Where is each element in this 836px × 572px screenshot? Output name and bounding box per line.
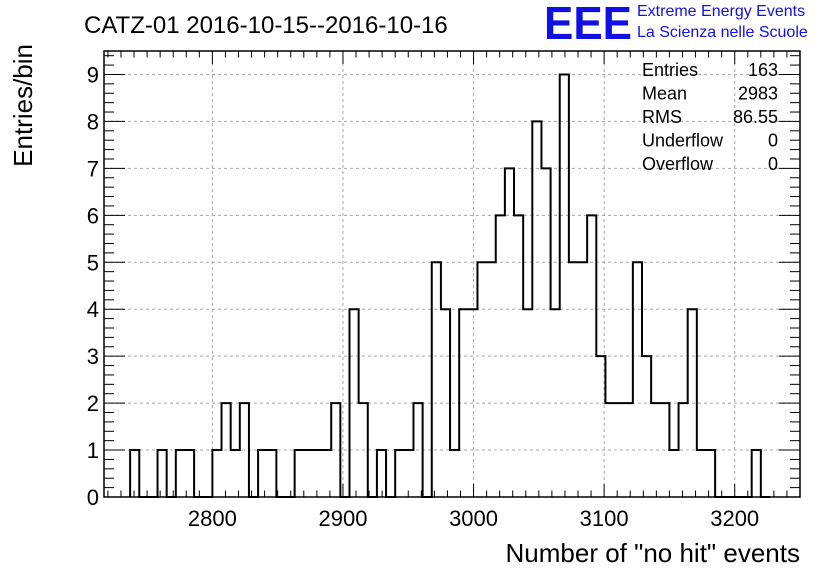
histogram-bin bbox=[496, 215, 505, 497]
histogram-bin bbox=[158, 450, 167, 497]
histogram-bin bbox=[395, 450, 404, 497]
histogram-bin bbox=[669, 450, 678, 497]
y-tick-label: 4 bbox=[87, 297, 99, 322]
chart-title: CATZ-01 2016-10-15--2016-10-16 bbox=[84, 12, 448, 39]
x-tick-label: 3200 bbox=[710, 506, 759, 531]
histogram-bin bbox=[413, 403, 422, 497]
histogram-bin bbox=[231, 450, 240, 497]
stats-label: Mean bbox=[642, 84, 687, 104]
stats-value: 0 bbox=[768, 154, 778, 174]
stats-value: 163 bbox=[748, 60, 778, 80]
histogram-bin bbox=[176, 450, 185, 497]
grid-lines bbox=[104, 51, 800, 497]
stats-label: Overflow bbox=[642, 154, 714, 174]
histogram-bin bbox=[752, 450, 761, 497]
histogram-bin bbox=[541, 168, 550, 497]
histogram-bin bbox=[697, 450, 706, 497]
histogram-bin bbox=[587, 215, 596, 497]
x-axis-label: Number of "no hit" events bbox=[506, 538, 801, 568]
histogram-bin bbox=[185, 450, 194, 497]
histogram-bin bbox=[551, 309, 560, 497]
x-tick-label: 2900 bbox=[318, 506, 367, 531]
stats-box: Entries 163 Mean 2983 RMS 86.55 Underflow 0 Over… bbox=[642, 60, 778, 174]
logo-line-2: La Scienza nelle Scuole bbox=[637, 24, 808, 41]
histogram-bin bbox=[633, 262, 642, 497]
histogram-bin bbox=[532, 121, 541, 497]
histogram-bin bbox=[505, 168, 514, 497]
histogram-bin bbox=[432, 262, 441, 497]
histogram-bin bbox=[212, 450, 221, 497]
histogram-bin bbox=[487, 262, 496, 497]
histogram-bin bbox=[596, 356, 605, 497]
histogram-bin bbox=[313, 450, 322, 497]
histogram-bin bbox=[615, 403, 624, 497]
y-tick-label: 5 bbox=[87, 250, 99, 275]
histogram-bin bbox=[359, 403, 368, 497]
histogram-bin bbox=[267, 450, 276, 497]
histogram-bin bbox=[441, 309, 450, 497]
histogram-bin bbox=[349, 309, 358, 497]
histogram-bin bbox=[304, 450, 313, 497]
stats-value: 86.55 bbox=[733, 107, 778, 127]
y-axis-label: Entries/bin bbox=[8, 44, 38, 167]
histogram-bin bbox=[468, 309, 477, 497]
y-tick-label: 3 bbox=[87, 344, 99, 369]
histogram-bin bbox=[450, 450, 459, 497]
histogram-bin bbox=[679, 403, 688, 497]
y-tick-label: 6 bbox=[87, 203, 99, 228]
stats-value: 2983 bbox=[738, 84, 778, 104]
histogram-bin bbox=[660, 403, 669, 497]
logo-caption: Extreme Energy Events La Scienza nelle S… bbox=[637, 1, 808, 43]
histogram-bin bbox=[222, 403, 231, 497]
histogram-series bbox=[129, 73, 770, 498]
stats-label: Underflow bbox=[642, 131, 724, 151]
histogram-bin bbox=[624, 403, 633, 497]
eee-logo-mark: EEE bbox=[544, 2, 632, 42]
y-tick-label: 0 bbox=[87, 485, 99, 510]
eee-logo-icon: EEE bbox=[544, 2, 632, 42]
logo-line-1: Extreme Energy Events bbox=[637, 3, 806, 20]
stats-label: Entries bbox=[642, 60, 698, 80]
histogram-bin bbox=[560, 74, 569, 497]
histogram-bin bbox=[605, 403, 614, 497]
axes: 2800 2900 3000 3100 3200 0 1 2 3 4 5 6 7 8 9 bbox=[87, 51, 801, 531]
x-tick-label: 3100 bbox=[580, 506, 629, 531]
histogram-bin bbox=[706, 450, 715, 497]
histogram-bin bbox=[130, 450, 139, 497]
histogram-bin bbox=[688, 309, 697, 497]
histogram-bin bbox=[477, 262, 486, 497]
histogram-bin bbox=[459, 309, 468, 497]
y-tick-label: 9 bbox=[87, 62, 99, 87]
histogram-bin bbox=[514, 215, 523, 497]
histogram-step-line bbox=[129, 73, 770, 498]
histogram-bin bbox=[523, 309, 532, 497]
histogram-bin bbox=[651, 403, 660, 497]
histogram-bin bbox=[377, 450, 386, 497]
histogram-bin bbox=[322, 450, 331, 497]
histogram-bin bbox=[240, 403, 249, 497]
histogram-bin bbox=[569, 262, 578, 497]
x-tick-label: 2800 bbox=[188, 506, 237, 531]
histogram-bin bbox=[331, 403, 340, 497]
y-tick-label: 2 bbox=[87, 391, 99, 416]
histogram-bin bbox=[642, 356, 651, 497]
histogram-bin bbox=[404, 450, 413, 497]
y-tick-label: 8 bbox=[87, 109, 99, 134]
plot-frame bbox=[103, 50, 801, 498]
y-tick-label: 7 bbox=[87, 156, 99, 181]
histogram-bin bbox=[578, 262, 587, 497]
stats-label: RMS bbox=[642, 107, 682, 127]
histogram-bin bbox=[295, 450, 304, 497]
histogram-bin bbox=[258, 450, 267, 497]
y-tick-label: 1 bbox=[87, 438, 99, 463]
x-tick-label: 3000 bbox=[449, 506, 498, 531]
stats-value: 0 bbox=[768, 131, 778, 151]
